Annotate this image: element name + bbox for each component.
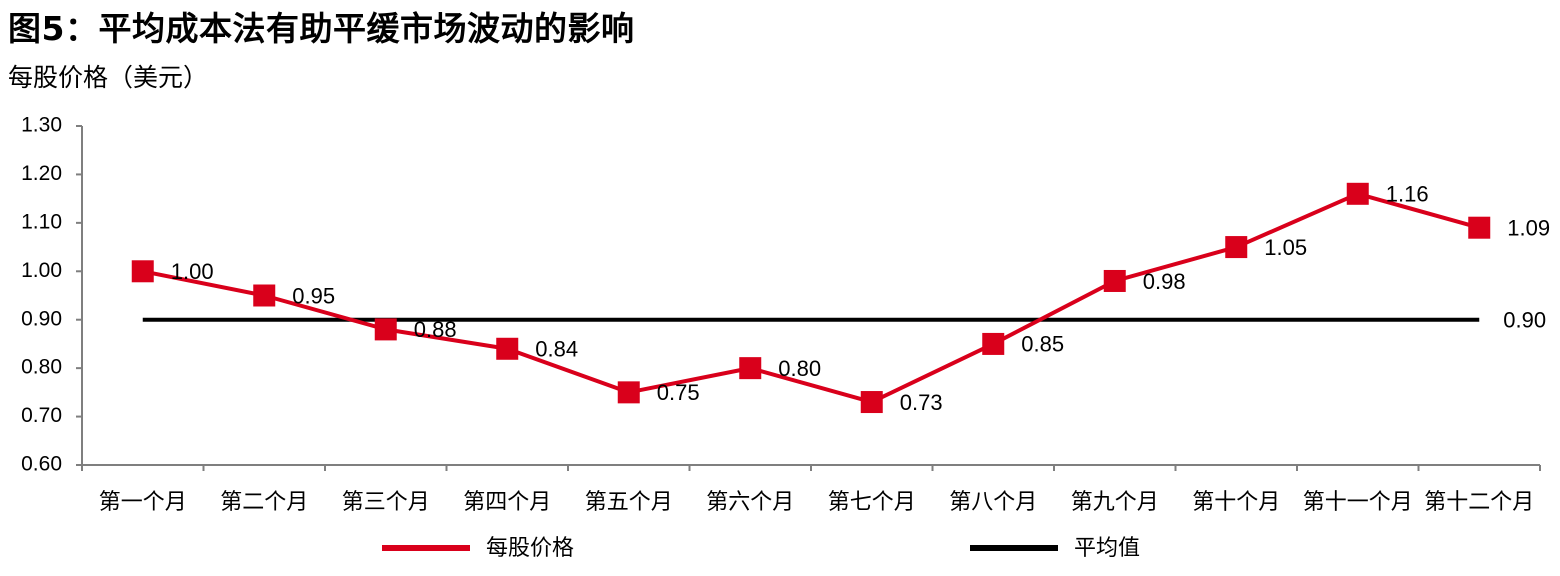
legend-average-label: 平均值 bbox=[1074, 536, 1140, 561]
y-tick-label: 1.10 bbox=[21, 210, 62, 233]
price-data-label: 0.98 bbox=[1143, 269, 1186, 294]
price-point-marker bbox=[860, 391, 883, 414]
x-tick-label: 第六个月 bbox=[706, 490, 794, 515]
x-tick-label: 第十二个月 bbox=[1424, 490, 1534, 515]
price-data-label: 0.75 bbox=[657, 380, 700, 405]
chart-title: 图5：平均成本法有助平缓市场波动的影响 bbox=[8, 9, 635, 48]
y-tick-label: 0.60 bbox=[21, 453, 62, 476]
x-tick-label: 第三个月 bbox=[342, 490, 430, 515]
price-point-marker bbox=[617, 381, 640, 404]
price-point-marker bbox=[1468, 216, 1491, 239]
y-tick-label: 0.90 bbox=[21, 307, 62, 330]
price-data-label: 0.88 bbox=[414, 317, 457, 342]
y-axis-unit-label: 每股价格（美元） bbox=[8, 63, 209, 92]
price-point-marker bbox=[982, 332, 1005, 355]
legend-price-label: 每股价格 bbox=[486, 536, 574, 561]
price-point-marker bbox=[739, 357, 762, 380]
y-tick-label: 0.80 bbox=[21, 356, 62, 379]
price-point-marker bbox=[1225, 236, 1248, 259]
x-tick-label: 第五个月 bbox=[585, 490, 673, 515]
price-data-label: 0.95 bbox=[292, 283, 335, 308]
price-data-label: 1.16 bbox=[1386, 182, 1429, 207]
price-point-marker bbox=[374, 318, 397, 341]
y-tick-label: 1.20 bbox=[21, 162, 62, 185]
x-tick-label: 第一个月 bbox=[99, 490, 187, 515]
price-data-label: 0.80 bbox=[778, 356, 821, 381]
x-tick-label: 第十个月 bbox=[1192, 490, 1280, 515]
y-tick-label: 1.30 bbox=[21, 114, 62, 137]
x-tick-label: 第二个月 bbox=[220, 490, 308, 515]
average-data-label: 0.90 bbox=[1503, 308, 1546, 333]
price-point-marker bbox=[131, 260, 154, 283]
price-point-marker bbox=[1346, 182, 1369, 205]
price-series-line bbox=[142, 191, 1480, 405]
price-point-marker bbox=[1103, 269, 1126, 292]
price-data-label: 0.84 bbox=[535, 337, 578, 362]
price-point-marker bbox=[496, 337, 519, 360]
x-tick-label: 第八个月 bbox=[949, 490, 1037, 515]
y-tick-label: 1.00 bbox=[21, 259, 62, 282]
price-data-label: 0.73 bbox=[900, 390, 943, 415]
price-data-label: 1.09 bbox=[1507, 216, 1550, 241]
price-point-marker bbox=[253, 284, 276, 307]
price-data-label: 0.85 bbox=[1021, 332, 1064, 357]
price-data-label: 1.00 bbox=[171, 259, 214, 284]
x-tick-label: 第四个月 bbox=[463, 490, 551, 515]
price-data-label: 1.05 bbox=[1264, 235, 1307, 260]
x-tick-label: 第九个月 bbox=[1071, 490, 1159, 515]
y-tick-label: 0.70 bbox=[21, 404, 62, 427]
x-tick-label: 第十一个月 bbox=[1303, 490, 1413, 515]
x-tick-label: 第七个月 bbox=[828, 490, 916, 515]
